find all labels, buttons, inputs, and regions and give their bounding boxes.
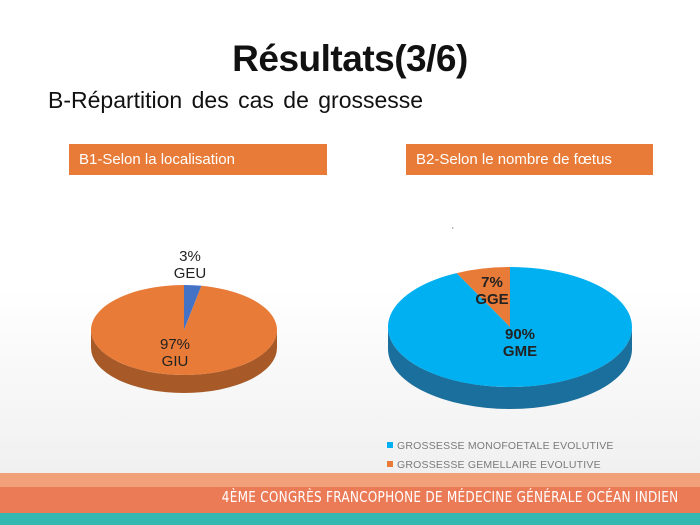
footer-band-bottom [0,513,700,525]
footer-banner: 4ÈME CONGRÈS FRANCOPHONE DE MÉDECINE GÉN… [0,473,700,525]
footer-text: 4ÈME CONGRÈS FRANCOPHONE DE MÉDECINE GÉN… [221,488,678,506]
legend-swatch-cyan [387,442,393,448]
pie-slice-gme [387,267,632,388]
pie-label-pct-geu: 3% [179,248,201,265]
legend-label-monofoetale: GROSSESSE MONOFOETALE EVOLUTIVE [397,440,614,452]
pie-label-name-geu: GEU [174,265,207,282]
pie-label-name-gme: GME [503,343,537,360]
legend-label-gemellaire: GROSSESSE GEMELLAIRE EVOLUTIVE [397,459,601,471]
pie-label-name-gge: GGE [475,291,508,308]
stray-mark: ‘ [452,226,454,235]
pie-label-pct-gge: 7% [481,274,503,291]
legend-swatch-orange [387,461,393,467]
chart1-title-box: B1-Selon la localisation [69,144,327,175]
pie-chart-foetus: 7%GGE 90%GME [387,267,632,409]
pie-slice-geu [184,285,202,330]
footer-band-top [0,473,700,487]
chart2-title-box: B2-Selon le nombre de fœtus [406,144,653,175]
pie-chart-localisation: 3%GEU 97%GIU [90,248,277,393]
footer-band-middle [0,487,700,513]
pie-slice-gge [456,267,510,327]
slide-title: Résultats(3/6) [232,38,468,79]
pie-label-pct-giu: 97% [160,336,190,353]
slide-subtitle: B-Répartition des cas de grossesse [48,87,424,113]
legend-item-gemellaire: GROSSESSE GEMELLAIRE EVOLUTIVE [387,459,601,471]
pie-side-giu [91,330,277,393]
pie-side-gme [388,327,632,409]
pie-label-pct-gme: 90% [505,326,535,343]
pie-label-name-giu: GIU [162,353,189,370]
legend-item-monofoetale: GROSSESSE MONOFOETALE EVOLUTIVE [387,440,614,452]
pie-slice-giu [90,285,277,375]
